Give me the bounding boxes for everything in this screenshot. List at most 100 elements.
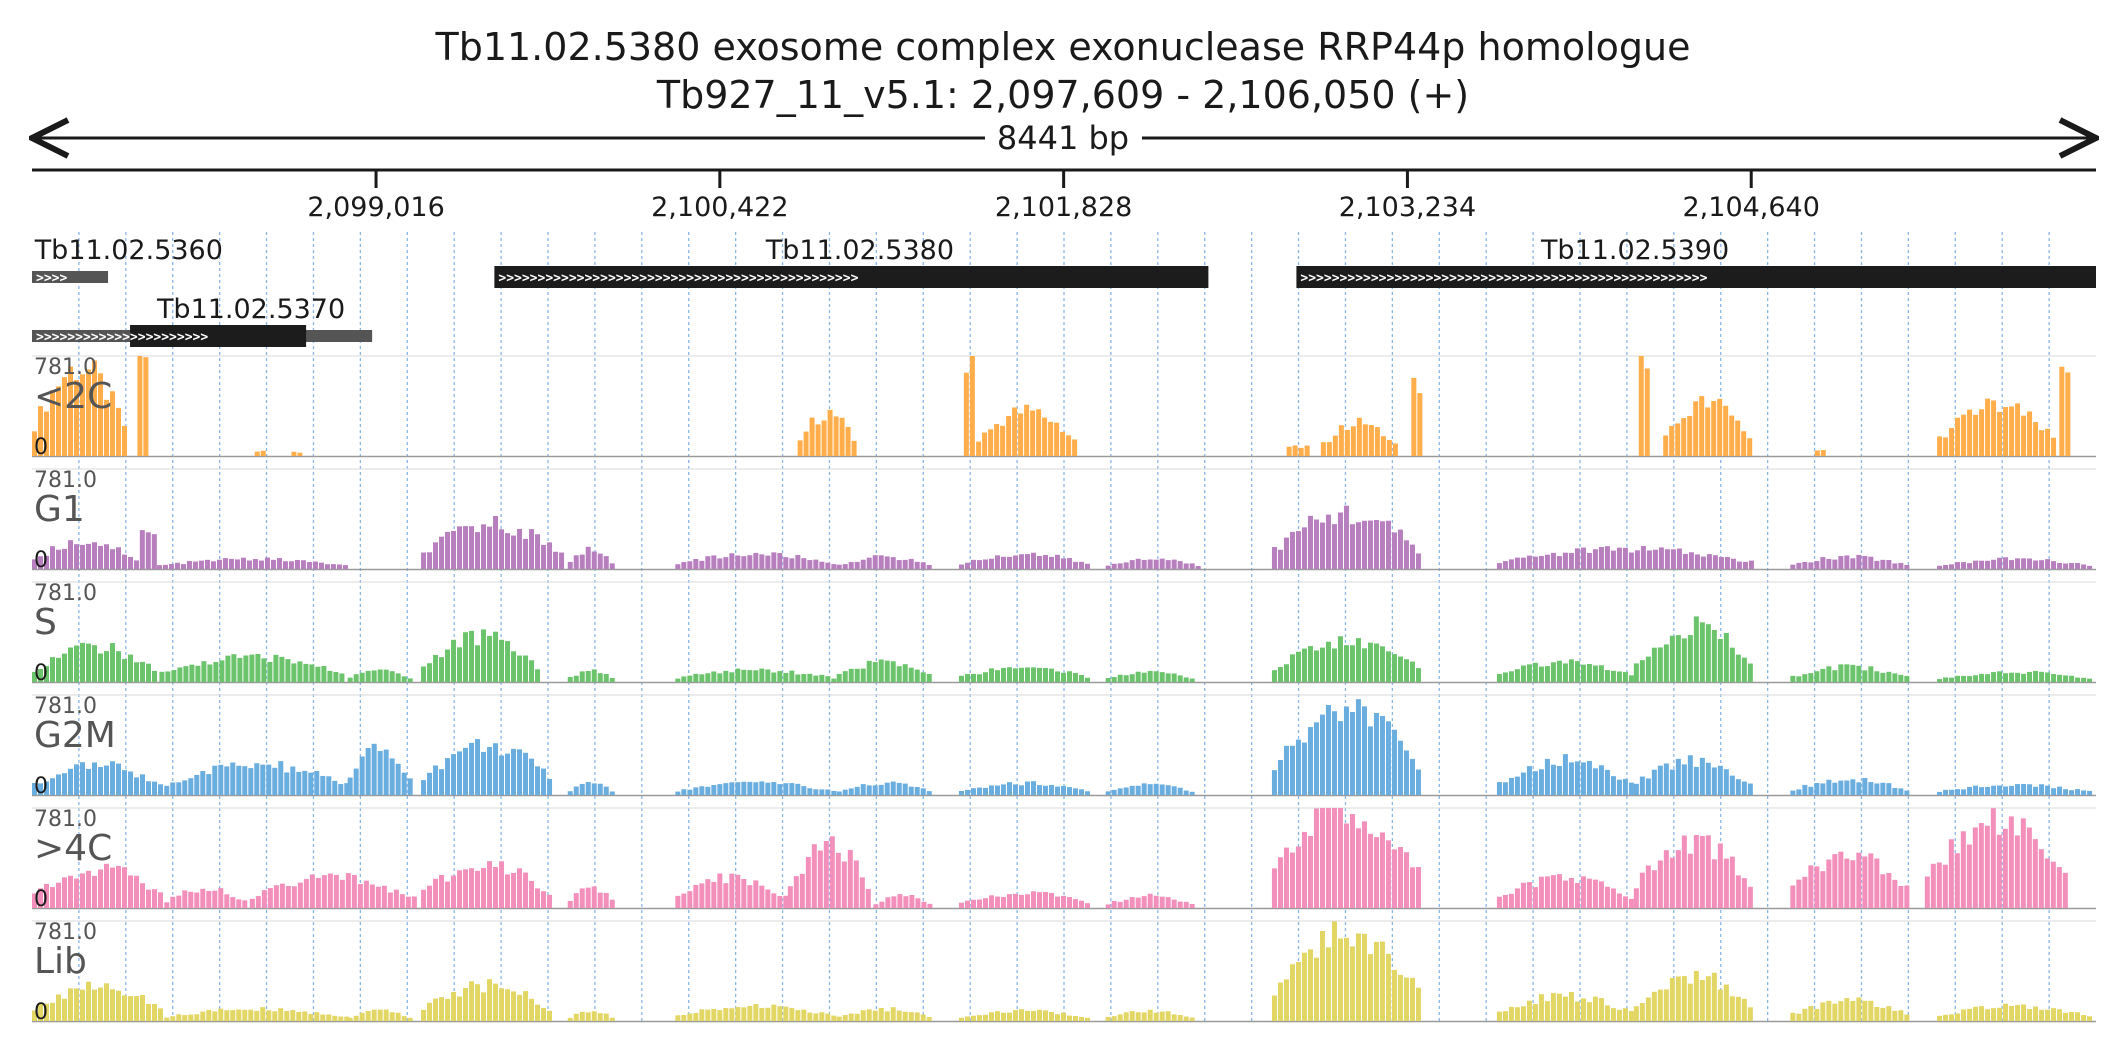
coverage-bar [1820,668,1826,682]
coverage-bar [866,557,872,569]
coverage-bar [499,529,505,569]
coverage-bar [1880,874,1886,908]
coverage-bar [2051,437,2057,456]
coverage-bar [1898,1010,1904,1021]
coverage-bar [393,889,399,908]
coverage-bar [729,672,735,682]
coverage-bar [1000,667,1006,682]
track-max-label: 781.0 [34,694,97,719]
coverage-bar [2081,790,2087,795]
coverage-bar [104,983,109,1021]
coverage-bar [222,558,228,569]
coverage-bar [1802,876,1808,908]
coverage-bar [1355,933,1361,1021]
coverage-bar [1283,664,1289,682]
gene-cds-Tb11.02.5370 [130,325,307,347]
coverage-bar [854,561,860,569]
coverage-bar [152,889,157,908]
coverage-bar [1350,426,1356,456]
coverage-bar [958,790,964,795]
coverage-bar [1544,666,1550,682]
coverage-bar [1706,554,1712,569]
coverage-bar [377,750,383,795]
coverage-bar [315,666,321,682]
gene-label: Tb11.02.5380 [765,235,954,266]
coverage-bar [38,1003,43,1021]
coverage-bar [1997,785,2003,795]
coverage-bar [1325,514,1331,569]
coverage-bar [1355,699,1361,795]
coverage-bar [1018,413,1024,456]
coverage-bar [1790,790,1796,795]
coverage-bar [1111,1016,1117,1021]
coverage-bar [1711,401,1717,456]
coverage-bar [2087,565,2093,569]
coverage-bar [74,988,79,1021]
coverage-bar [1651,769,1657,795]
coverage-bar [499,639,505,682]
coverage-bar [1796,676,1802,682]
coverage-bar [1930,863,1936,908]
coverage-bar [1283,745,1289,795]
coverage-bar [44,1003,49,1021]
track-name: Lib [34,941,87,982]
coverage-bar [92,542,97,569]
coverage-bar [128,556,133,569]
coverage-bar [753,880,759,908]
coverage-bar [878,659,884,682]
coverage-bar [1633,783,1639,795]
coverage-bar [1747,886,1753,908]
coverage-bar [1991,559,1997,569]
coverage-bar [771,552,777,569]
coverage-bar [1271,770,1277,795]
coverage-bar [1295,531,1301,569]
coverage-bar [194,775,200,795]
coverage-bar [1961,414,1967,456]
coverage-bar [809,417,815,456]
coverage-bar [242,1009,248,1021]
coverage-bar [255,653,261,682]
coverage-bar [994,1011,1000,1021]
coverage-bar [68,768,73,795]
coverage-bar [451,530,457,569]
coverage-bar [541,768,547,795]
coverage-bar [1616,893,1622,908]
coverage-bar [1967,409,1973,456]
coverage-bar [170,782,176,795]
coverage-bar [1645,656,1651,682]
coverage-bar [1694,554,1700,569]
coverage-bar [249,654,255,682]
coverage-bar [1687,415,1693,456]
coverage-bar [579,1011,585,1021]
coverage-bar [1373,837,1379,908]
coverage-bar [717,873,723,908]
coverage-bar [964,1016,970,1021]
coverage-bar [994,670,1000,682]
coverage-bar [285,659,291,682]
coverage-bar [982,787,988,795]
coverage-bar [723,557,729,569]
coverage-bar [1526,664,1532,682]
coverage-bar [1520,1006,1526,1021]
coverage-bar [1153,559,1159,569]
coverage-bar [1904,675,1910,682]
coverage-bar [825,789,831,795]
coverage-bar [1520,557,1526,569]
coverage-bar [1838,664,1844,682]
coverage-bar [2051,1008,2057,1021]
coverage-bar [705,673,711,682]
coverage-bar [1271,868,1277,908]
coverage-bar [1670,549,1676,569]
coverage-bar [158,892,163,908]
coverage-bar [1538,876,1544,908]
coverage-bar [1682,553,1688,569]
coverage-bar [789,558,795,569]
coverage-bar [591,1011,597,1021]
coverage-bar [1183,563,1189,569]
coverage-bar [2045,1009,2051,1021]
coverage-bar [705,786,711,795]
coverage-bar [164,1017,170,1021]
coverage-bar [457,751,463,795]
coverage-bar [920,788,926,795]
coverage-bar [1610,888,1616,908]
